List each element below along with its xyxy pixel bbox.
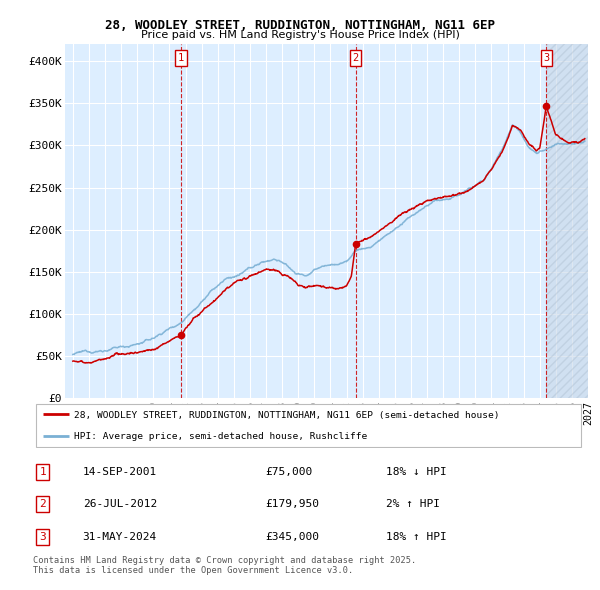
Text: £345,000: £345,000	[265, 532, 319, 542]
Text: HPI: Average price, semi-detached house, Rushcliffe: HPI: Average price, semi-detached house,…	[74, 432, 368, 441]
Text: 28, WOODLEY STREET, RUDDINGTON, NOTTINGHAM, NG11 6EP (semi-detached house): 28, WOODLEY STREET, RUDDINGTON, NOTTINGH…	[74, 411, 500, 419]
Text: 14-SEP-2001: 14-SEP-2001	[83, 467, 157, 477]
Text: This data is licensed under the Open Government Licence v3.0.: This data is licensed under the Open Gov…	[33, 566, 353, 575]
Text: 18% ↑ HPI: 18% ↑ HPI	[386, 532, 447, 542]
Text: 1: 1	[40, 467, 46, 477]
Text: 2: 2	[353, 53, 359, 63]
Text: 3: 3	[543, 53, 550, 63]
Text: £179,950: £179,950	[265, 499, 319, 509]
Text: 3: 3	[40, 532, 46, 542]
Text: 26-JUL-2012: 26-JUL-2012	[83, 499, 157, 509]
Text: Price paid vs. HM Land Registry's House Price Index (HPI): Price paid vs. HM Land Registry's House …	[140, 30, 460, 40]
Bar	[547, 44, 588, 398]
Text: 1: 1	[178, 53, 184, 63]
Text: Contains HM Land Registry data © Crown copyright and database right 2025.: Contains HM Land Registry data © Crown c…	[33, 556, 416, 565]
Text: 28, WOODLEY STREET, RUDDINGTON, NOTTINGHAM, NG11 6EP: 28, WOODLEY STREET, RUDDINGTON, NOTTINGH…	[105, 19, 495, 32]
Text: 2% ↑ HPI: 2% ↑ HPI	[386, 499, 440, 509]
Text: 2: 2	[40, 499, 46, 509]
Text: 31-MAY-2024: 31-MAY-2024	[83, 532, 157, 542]
Text: 18% ↓ HPI: 18% ↓ HPI	[386, 467, 447, 477]
FancyBboxPatch shape	[36, 404, 581, 447]
Text: £75,000: £75,000	[265, 467, 312, 477]
